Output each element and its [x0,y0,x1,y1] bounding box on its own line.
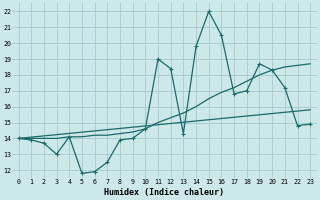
X-axis label: Humidex (Indice chaleur): Humidex (Indice chaleur) [104,188,224,197]
